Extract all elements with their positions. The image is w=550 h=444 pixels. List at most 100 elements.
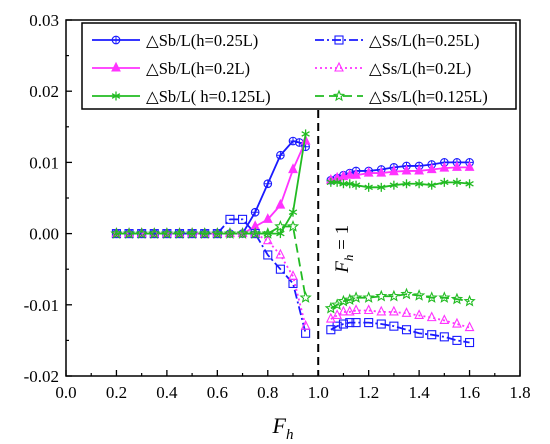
data-point bbox=[334, 35, 344, 45]
series-line bbox=[116, 225, 307, 298]
data-point bbox=[414, 328, 424, 338]
fh-equals-one-annotation: Fh = 1 bbox=[332, 225, 356, 274]
data-point bbox=[225, 227, 235, 238]
data-point bbox=[160, 227, 174, 239]
data-point bbox=[250, 207, 260, 217]
data-point bbox=[349, 291, 363, 303]
data-point bbox=[388, 305, 399, 316]
legend-item: △Sb/L(h=0.2L) bbox=[92, 59, 250, 78]
data-point bbox=[275, 248, 286, 259]
data-point bbox=[276, 150, 285, 160]
data-point bbox=[148, 227, 161, 239]
y-tick-label: 0.01 bbox=[29, 153, 59, 172]
data-point bbox=[135, 227, 148, 239]
data-point bbox=[263, 250, 273, 260]
data-point bbox=[414, 309, 425, 320]
data-point bbox=[351, 304, 361, 315]
y-tick-label: -0.02 bbox=[24, 367, 59, 386]
data-point bbox=[376, 319, 386, 329]
data-point bbox=[332, 89, 346, 102]
series-line bbox=[330, 321, 470, 344]
legend-label: △Ss/L(h=0.2L) bbox=[369, 59, 471, 78]
data-point bbox=[250, 227, 261, 238]
data-point bbox=[332, 321, 342, 331]
data-point bbox=[238, 214, 248, 224]
x-tick-label: 1.8 bbox=[509, 383, 530, 402]
data-point bbox=[344, 168, 355, 179]
data-point bbox=[412, 289, 426, 301]
data-point bbox=[332, 177, 342, 187]
data-point bbox=[300, 319, 311, 330]
data-point bbox=[439, 161, 450, 172]
data-point bbox=[364, 318, 374, 328]
data-point bbox=[225, 214, 235, 224]
x-tick-label: 0.8 bbox=[257, 383, 278, 402]
data-point bbox=[345, 318, 355, 328]
data-point bbox=[425, 291, 438, 303]
data-point bbox=[363, 166, 374, 177]
data-point bbox=[262, 234, 273, 245]
data-point bbox=[452, 335, 462, 345]
legend-box bbox=[81, 22, 517, 110]
x-tick-label: 0.6 bbox=[207, 383, 228, 402]
data-point bbox=[276, 229, 285, 239]
data-point bbox=[223, 227, 237, 239]
x-tick-label: 1.2 bbox=[358, 383, 379, 402]
data-point bbox=[111, 91, 121, 101]
data-point bbox=[427, 180, 436, 190]
x-tick-label: 0.4 bbox=[156, 383, 178, 402]
data-point bbox=[124, 227, 134, 238]
data-point bbox=[344, 305, 355, 316]
data-point bbox=[464, 321, 475, 332]
data-point bbox=[173, 227, 186, 239]
data-point bbox=[464, 161, 475, 171]
legend-item: △Sb/L( h=0.125L) bbox=[92, 87, 271, 106]
series bbox=[111, 227, 475, 332]
data-point bbox=[288, 207, 298, 217]
data-point bbox=[301, 129, 310, 139]
x-tick-label: 1.6 bbox=[459, 383, 480, 402]
x-tick-label: 0.2 bbox=[106, 383, 127, 402]
series bbox=[110, 220, 476, 314]
annotation-sub: h bbox=[341, 255, 356, 262]
data-point bbox=[111, 35, 121, 45]
series-line bbox=[116, 133, 307, 235]
data-point bbox=[364, 182, 373, 192]
data-point bbox=[262, 213, 273, 223]
data-point bbox=[174, 227, 185, 238]
data-point bbox=[275, 264, 285, 274]
data-point bbox=[452, 317, 462, 328]
data-point bbox=[426, 163, 437, 174]
x-tick-label: 1.0 bbox=[308, 383, 329, 402]
data-point bbox=[401, 164, 412, 175]
data-point bbox=[363, 304, 374, 315]
data-point bbox=[185, 227, 199, 239]
data-point bbox=[450, 292, 464, 305]
data-point bbox=[199, 227, 210, 238]
legend-label: △Sb/L(h=0.25L) bbox=[146, 31, 258, 50]
axis-ticks: 0.0 0.2 0.4 0.6 0.8 1.0 1.2 1.4 1.6 1.8 -0.02 -0.01… bbox=[24, 11, 531, 402]
data-point bbox=[161, 227, 172, 238]
data-point bbox=[136, 227, 147, 238]
data-point bbox=[288, 270, 298, 280]
x-axis-label-main: F bbox=[272, 413, 287, 438]
data-point bbox=[111, 227, 122, 238]
data-point bbox=[452, 161, 462, 171]
data-point bbox=[286, 220, 300, 232]
x-tick-label: 0.0 bbox=[55, 383, 76, 402]
svg-text:Fh = 1: Fh = 1 bbox=[332, 225, 356, 274]
data-point bbox=[438, 291, 451, 303]
data-point bbox=[439, 332, 449, 342]
y-tick-label: 0.03 bbox=[29, 11, 59, 30]
data-point bbox=[362, 291, 375, 303]
data-point bbox=[236, 227, 249, 239]
annotation-rest: = 1 bbox=[332, 225, 353, 255]
data-point bbox=[275, 198, 286, 209]
data-point bbox=[111, 61, 121, 72]
legend-item: △Ss/L(h=0.2L) bbox=[315, 59, 471, 78]
legend-label: △Sb/L(h=0.2L) bbox=[146, 59, 250, 78]
data-point bbox=[338, 319, 348, 329]
data-point bbox=[440, 177, 449, 187]
data-point bbox=[288, 163, 298, 174]
legend-label: △Ss/L(h=0.125L) bbox=[369, 87, 488, 106]
